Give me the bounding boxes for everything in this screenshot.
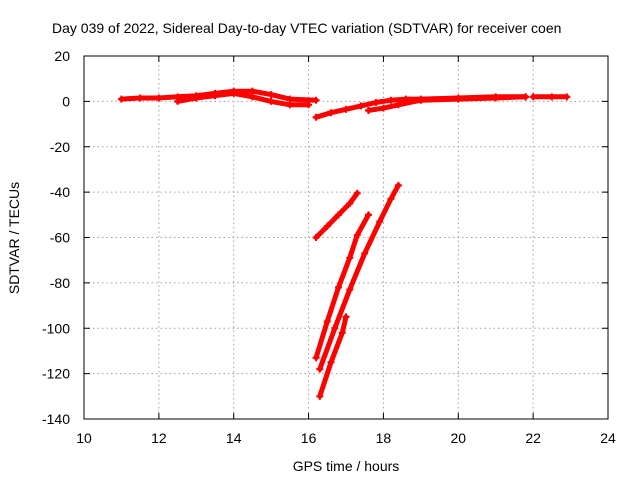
data-point-marker <box>267 97 275 105</box>
data-point-marker <box>492 94 500 102</box>
data-point-marker <box>387 96 395 104</box>
data-point-marker <box>155 94 163 102</box>
data-point-marker <box>248 93 256 101</box>
data-point-marker <box>529 93 537 101</box>
data-point-marker <box>174 97 182 105</box>
data-series-7 <box>313 212 371 361</box>
data-point-marker <box>323 222 331 230</box>
data-point-marker <box>267 91 275 99</box>
data-point-marker <box>312 113 320 121</box>
data-point-marker <box>346 199 354 207</box>
y-tick-label: 0 <box>62 93 70 109</box>
data-point-marker <box>327 358 335 366</box>
data-point-marker <box>316 392 324 400</box>
y-tick-label: -80 <box>50 275 70 291</box>
data-point-marker <box>364 106 372 114</box>
y-tick-label: -100 <box>42 320 70 336</box>
data-point-marker <box>117 95 125 103</box>
data-point-marker <box>338 329 346 337</box>
data-point-marker <box>372 99 380 107</box>
grid <box>84 56 608 419</box>
data-point-marker <box>361 249 369 257</box>
data-point-marker <box>394 181 402 189</box>
x-tick-label: 22 <box>525 430 541 446</box>
data-point-marker <box>192 94 200 102</box>
data-point-marker <box>230 89 238 97</box>
data-point-marker <box>563 93 571 101</box>
data-point-marker <box>342 105 350 113</box>
x-tick-label: 20 <box>450 430 466 446</box>
data-point-marker <box>379 104 387 112</box>
data-point-marker <box>357 102 365 110</box>
y-tick-label: -20 <box>50 139 70 155</box>
x-tick-label: 16 <box>301 430 317 446</box>
data-point-marker <box>312 354 320 362</box>
data-point-marker <box>323 317 331 325</box>
y-tick-label: -120 <box>42 366 70 382</box>
y-axis-label: SDTVAR / TECUs <box>6 182 22 294</box>
data-point-marker <box>335 283 343 291</box>
y-tick-label: -60 <box>50 230 70 246</box>
data-point-marker <box>346 286 354 294</box>
data-point-marker <box>316 365 324 373</box>
x-tick-label: 18 <box>376 430 392 446</box>
x-tick-label: 12 <box>151 430 167 446</box>
data-point-marker <box>312 234 320 241</box>
data-point-marker <box>331 324 339 332</box>
x-tick-label: 10 <box>76 430 92 446</box>
data-point-marker <box>376 218 384 226</box>
data-point-marker <box>548 93 556 101</box>
data-point-marker <box>312 96 320 104</box>
data-series-9 <box>317 314 349 399</box>
data-point-marker <box>136 94 144 102</box>
plot-area <box>117 87 571 400</box>
data-point-marker <box>353 231 361 239</box>
y-tick-label: 20 <box>54 48 70 64</box>
data-point-marker <box>454 95 462 103</box>
data-point-marker <box>353 189 361 197</box>
data-point-marker <box>335 211 343 219</box>
data-point-marker <box>342 313 350 321</box>
data-point-marker <box>305 101 313 109</box>
data-point-marker <box>364 211 372 219</box>
x-tick-label: 14 <box>226 430 242 446</box>
data-point-marker <box>417 96 425 104</box>
data-point-marker <box>327 109 335 117</box>
axis-ticks: 10 12 14 16 18 20 22 24 -140 -120 -100 -80 -60 -40 -20… <box>42 48 616 446</box>
data-series-8 <box>317 182 401 372</box>
data-point-marker <box>394 101 402 109</box>
y-tick-label: -40 <box>50 184 70 200</box>
data-point-marker <box>346 254 354 262</box>
chart-title: Day 039 of 2022, Sidereal Day-to-day VTE… <box>52 20 561 36</box>
x-tick-label: 24 <box>600 430 616 446</box>
data-point-marker <box>522 93 530 101</box>
data-point-marker <box>211 92 219 100</box>
x-axis-label: GPS time / hours <box>293 458 400 474</box>
data-point-marker <box>387 195 395 203</box>
data-point-marker <box>286 101 294 109</box>
y-tick-label: -140 <box>42 411 70 427</box>
